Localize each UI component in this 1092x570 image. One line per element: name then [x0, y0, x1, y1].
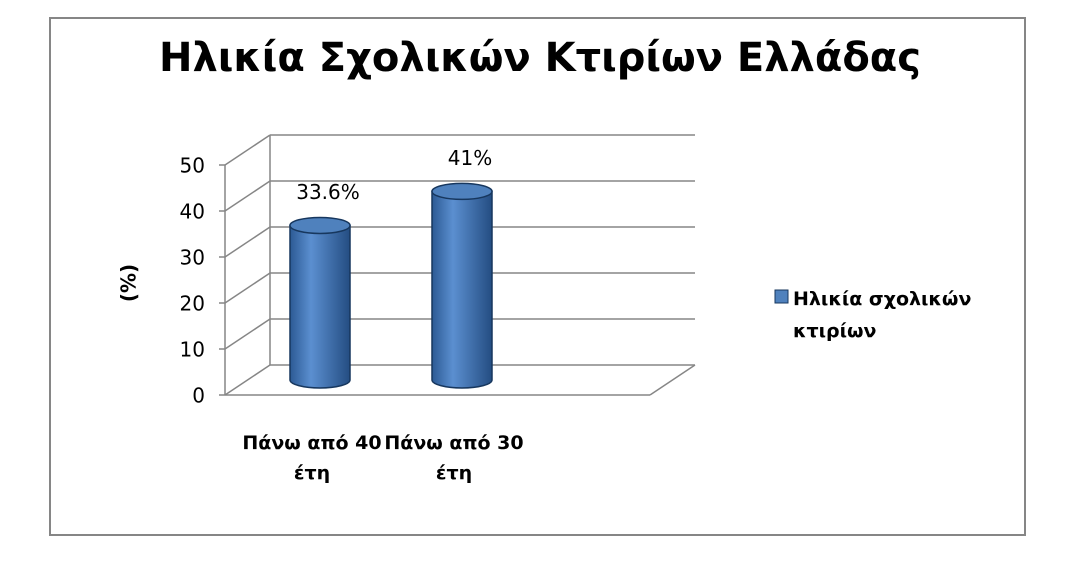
bar [431, 190, 493, 389]
y-axis-label: (%) [117, 264, 141, 302]
floor-edge [649, 364, 696, 396]
y-tick-label: 50 [180, 154, 205, 178]
value-label: 41% [448, 146, 492, 170]
grid-line [224, 134, 271, 166]
bar-top [431, 182, 493, 201]
grid-line [224, 364, 271, 396]
y-tick-label: 40 [180, 200, 205, 224]
x-tick-label: Πάνω από 30 έτη [384, 432, 524, 484]
y-tick-label: 10 [180, 338, 205, 362]
y-tick-label: 30 [180, 246, 205, 270]
chart-title: Ηλικία Σχολικών Κτιρίων Ελλάδας [159, 35, 921, 81]
grid-line [224, 272, 271, 304]
bar [289, 224, 351, 389]
grid-line [224, 226, 271, 258]
x-tick-label: Πάνω από 40 έτη [242, 432, 382, 484]
y-tick-label: 20 [180, 292, 205, 316]
bar-top [289, 216, 351, 235]
legend-swatch [774, 289, 789, 304]
chart-border [49, 17, 1026, 536]
grid-line [224, 318, 271, 350]
legend-label: Ηλικία σχολικών κτιρίων [793, 288, 972, 342]
y-tick-label: 0 [192, 384, 205, 408]
value-label: 33.6% [296, 180, 360, 204]
grid-line [224, 180, 271, 212]
